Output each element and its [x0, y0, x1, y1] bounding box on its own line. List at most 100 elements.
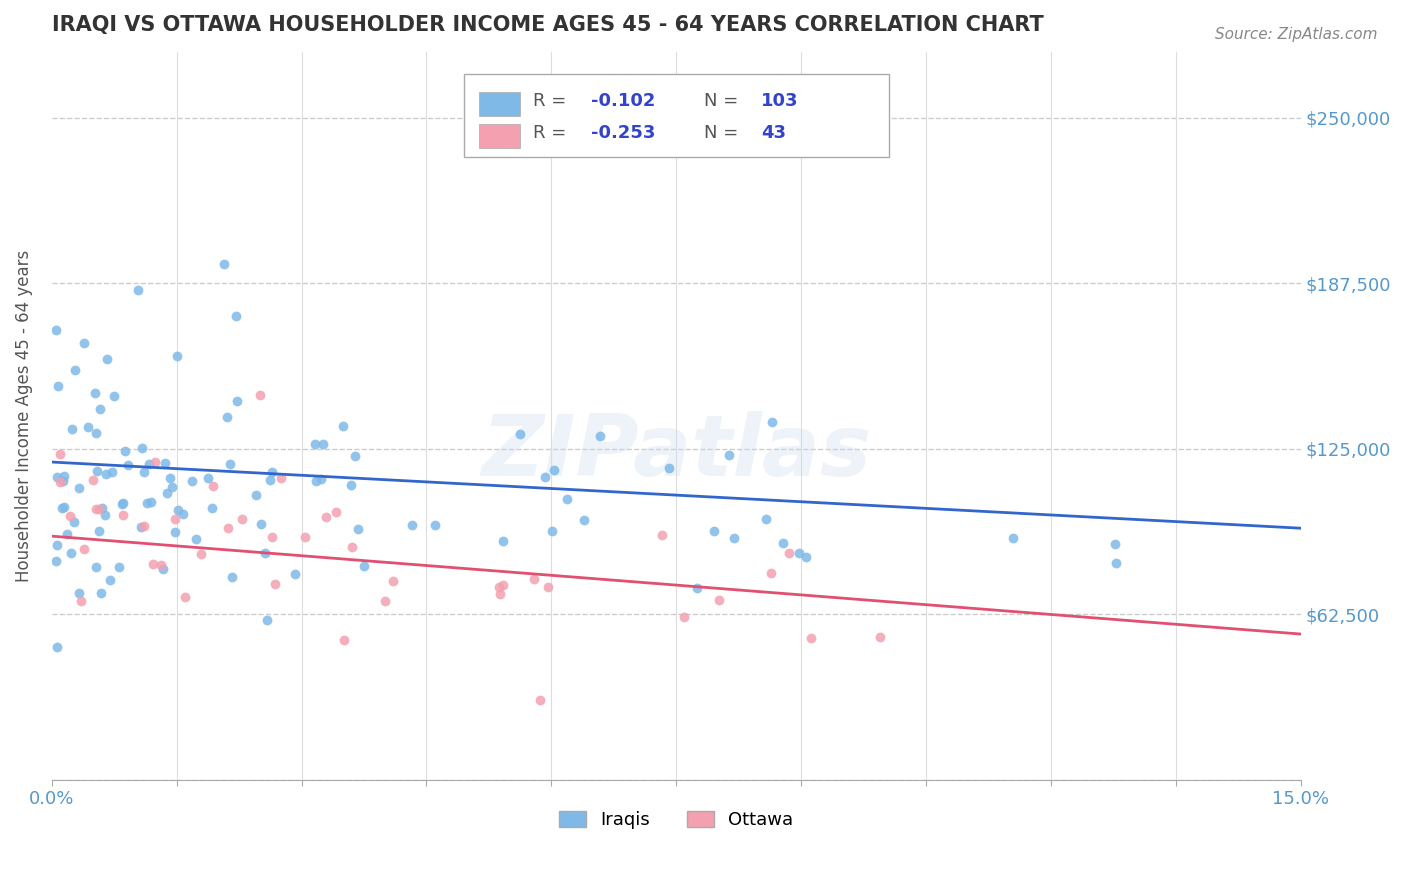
- Point: [52, 469, 75, 483]
- Point: [49, 475, 72, 489]
- Point: [108, 560, 131, 574]
- Point: [555, 491, 578, 506]
- Point: [589, 429, 612, 443]
- Point: [543, 463, 565, 477]
- Point: [131, 520, 153, 534]
- Point: [869, 630, 891, 644]
- Point: [49, 447, 72, 461]
- Point: [492, 578, 515, 592]
- Point: [262, 530, 284, 544]
- Point: [534, 470, 557, 484]
- Text: -0.253: -0.253: [592, 124, 655, 143]
- Point: [111, 497, 134, 511]
- Point: [200, 501, 222, 516]
- Point: [217, 410, 239, 425]
- Point: [89, 501, 111, 516]
- Point: [226, 393, 249, 408]
- Point: [45, 640, 67, 655]
- Point: [488, 580, 510, 594]
- Point: [51, 500, 73, 515]
- Point: [96, 352, 118, 367]
- Point: [250, 516, 273, 531]
- Point: [787, 546, 810, 560]
- Point: [333, 632, 356, 647]
- Point: [172, 507, 194, 521]
- Point: [325, 506, 347, 520]
- Point: [134, 518, 156, 533]
- Point: [173, 590, 195, 604]
- Point: [256, 613, 278, 627]
- FancyBboxPatch shape: [464, 74, 889, 157]
- Point: [138, 457, 160, 471]
- Point: [401, 517, 423, 532]
- Point: [718, 449, 741, 463]
- Point: [332, 419, 354, 434]
- Point: [155, 485, 177, 500]
- Point: [347, 522, 370, 536]
- Point: [165, 512, 187, 526]
- Point: [1001, 531, 1024, 545]
- Point: [339, 478, 361, 492]
- Point: [87, 524, 110, 538]
- Text: Source: ZipAtlas.com: Source: ZipAtlas.com: [1215, 27, 1378, 42]
- Point: [86, 464, 108, 478]
- Point: [245, 488, 267, 502]
- Point: [73, 541, 96, 556]
- Text: N =: N =: [703, 124, 744, 143]
- Point: [45, 538, 67, 552]
- Point: [132, 465, 155, 479]
- Point: [294, 530, 316, 544]
- Point: [136, 496, 159, 510]
- Point: [315, 510, 337, 524]
- Point: [67, 586, 90, 600]
- Text: IRAQI VS OTTAWA HOUSEHOLDER INCOME AGES 45 - 64 YEARS CORRELATION CHART: IRAQI VS OTTAWA HOUSEHOLDER INCOME AGES …: [52, 15, 1043, 35]
- Point: [541, 524, 564, 538]
- Point: [186, 532, 208, 546]
- Point: [63, 363, 86, 377]
- FancyBboxPatch shape: [479, 124, 520, 148]
- Point: [114, 444, 136, 458]
- Point: [311, 437, 333, 451]
- Point: [159, 471, 181, 485]
- Point: [69, 481, 91, 495]
- Point: [142, 558, 165, 572]
- Point: [225, 310, 247, 324]
- Text: ZIPatlas: ZIPatlas: [481, 410, 872, 493]
- Point: [150, 558, 173, 572]
- Point: [45, 323, 67, 337]
- Point: [264, 577, 287, 591]
- Point: [353, 559, 375, 574]
- Point: [283, 567, 305, 582]
- Text: R =: R =: [533, 92, 572, 110]
- Point: [755, 512, 778, 526]
- Point: [180, 475, 202, 489]
- Point: [84, 502, 107, 516]
- Point: [90, 586, 112, 600]
- Point: [46, 379, 69, 393]
- Point: [45, 554, 67, 568]
- Point: [160, 480, 183, 494]
- Point: [537, 580, 560, 594]
- Point: [772, 536, 794, 550]
- Point: [190, 547, 212, 561]
- Point: [382, 574, 405, 588]
- Point: [152, 562, 174, 576]
- Point: [340, 540, 363, 554]
- Point: [1105, 556, 1128, 570]
- Point: [778, 546, 800, 560]
- Point: [84, 559, 107, 574]
- Point: [523, 572, 546, 586]
- Point: [166, 349, 188, 363]
- Point: [139, 494, 162, 508]
- Point: [673, 609, 696, 624]
- Legend: Iraqis, Ottawa: Iraqis, Ottawa: [553, 804, 800, 836]
- Point: [77, 420, 100, 434]
- Point: [56, 527, 79, 541]
- Point: [131, 442, 153, 456]
- Point: [63, 515, 86, 529]
- Point: [686, 582, 709, 596]
- Point: [117, 458, 139, 472]
- Point: [374, 594, 396, 608]
- Point: [98, 573, 121, 587]
- Point: [270, 471, 292, 485]
